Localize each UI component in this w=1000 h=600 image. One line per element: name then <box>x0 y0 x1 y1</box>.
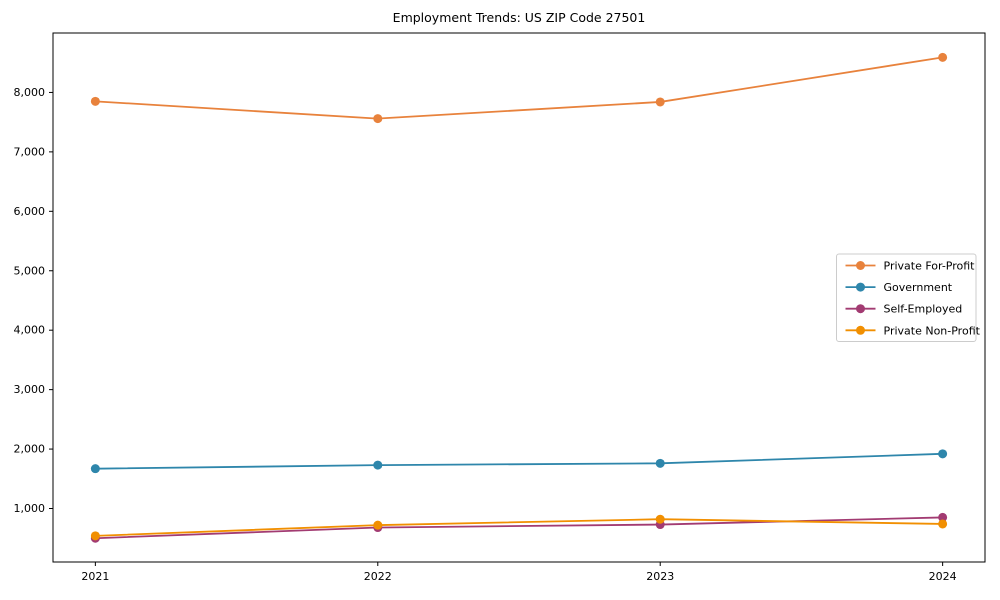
y-tick-label: 2,000 <box>14 443 46 456</box>
legend: Private For-Profit Government Self-Employe… <box>836 253 981 342</box>
legend-item-government: Government <box>845 281 953 294</box>
chart-title: Employment Trends: US ZIP Code 27501 <box>393 10 646 25</box>
x-tick-label: 2024 <box>929 570 957 583</box>
series-line-private-non-profit <box>94 518 944 537</box>
data-point-government <box>373 460 383 470</box>
plot-area <box>90 52 948 543</box>
data-point-self-employed <box>938 512 948 522</box>
y-tick-label: 6,000 <box>14 205 46 218</box>
legend-item-label: Self-Employed <box>884 303 963 316</box>
y-tick-label: 5,000 <box>14 264 46 277</box>
data-point-private-for-profit <box>90 96 100 106</box>
data-point-private-for-profit <box>655 97 665 107</box>
legend-item-self-employed: Self-Employed <box>845 303 963 316</box>
legend-marker-icon <box>856 261 865 270</box>
legend-marker-icon <box>856 325 865 335</box>
data-point-private-non-profit <box>90 531 100 541</box>
legend-marker-icon <box>856 304 865 314</box>
legend-item-private-non-profit: Private Non-Profit <box>845 324 981 337</box>
data-point-government <box>90 464 100 474</box>
data-point-private-non-profit <box>655 514 665 524</box>
x-tick-label: 2023 <box>646 570 674 583</box>
y-tick-label: 8,000 <box>14 86 46 99</box>
y-tick-label: 1,000 <box>14 502 46 515</box>
y-tick-label: 7,000 <box>14 145 46 158</box>
data-point-government <box>655 458 665 468</box>
series-line-private-for-profit <box>94 56 944 120</box>
axes-layer: 1,000 2,000 3,000 4,000 5,000 6,000 7,000 8,000… <box>14 32 986 583</box>
legend-item-label: Private Non-Profit <box>884 324 981 337</box>
legend-box <box>836 253 977 342</box>
legend-item-private-for-profit: Private For-Profit <box>845 260 976 273</box>
legend-item-label: Private For-Profit <box>884 260 976 273</box>
y-tick-label: 3,000 <box>14 383 46 396</box>
series-line-self-employed <box>94 516 944 540</box>
y-tick-label: 4,000 <box>14 324 46 337</box>
plot-border <box>52 32 986 563</box>
legend-item-label: Government <box>884 281 953 294</box>
series-line-government <box>94 452 944 470</box>
x-tick-label: 2022 <box>364 570 392 583</box>
data-point-private-non-profit <box>938 519 948 529</box>
data-point-private-for-profit <box>938 52 948 62</box>
data-point-private-for-profit <box>373 114 383 124</box>
data-point-government <box>938 449 948 459</box>
legend-marker-icon <box>856 282 865 292</box>
data-point-private-non-profit <box>373 520 383 530</box>
x-tick-label: 2021 <box>81 570 109 583</box>
